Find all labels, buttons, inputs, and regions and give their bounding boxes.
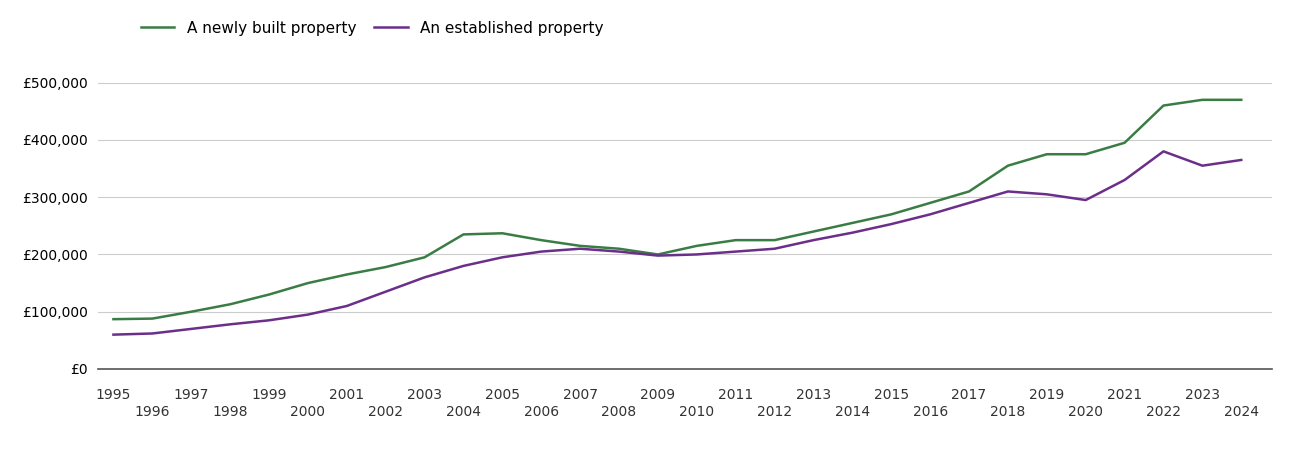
An established property — [339, 303, 355, 309]
Text: 2015: 2015 — [873, 388, 908, 402]
Text: 2006: 2006 — [523, 405, 559, 419]
An established property — [261, 318, 277, 323]
A newly built property — [145, 316, 161, 321]
Text: 2017: 2017 — [951, 388, 987, 402]
An established property — [689, 252, 705, 257]
Text: 1995: 1995 — [95, 388, 130, 402]
An established property — [923, 212, 938, 217]
A newly built property — [222, 302, 238, 307]
A newly built property — [300, 280, 316, 286]
Line: A newly built property: A newly built property — [114, 100, 1241, 319]
Text: 1999: 1999 — [252, 388, 287, 402]
An established property — [883, 221, 899, 227]
Text: 2020: 2020 — [1069, 405, 1103, 419]
An established property — [573, 246, 589, 252]
Text: 2008: 2008 — [602, 405, 637, 419]
A newly built property — [1039, 152, 1054, 157]
An established property — [767, 246, 783, 252]
Text: 2002: 2002 — [368, 405, 403, 419]
Text: 1998: 1998 — [213, 405, 248, 419]
A newly built property — [1156, 103, 1172, 108]
A newly built property — [261, 292, 277, 297]
A newly built property — [805, 229, 821, 234]
Text: 2016: 2016 — [912, 405, 947, 419]
An established property — [145, 331, 161, 336]
An established property — [650, 253, 666, 258]
An established property — [1039, 192, 1054, 197]
Text: 2021: 2021 — [1107, 388, 1142, 402]
Text: 1997: 1997 — [174, 388, 209, 402]
A newly built property — [1194, 97, 1210, 103]
An established property — [611, 249, 626, 254]
An established property — [728, 249, 744, 254]
A newly built property — [883, 212, 899, 217]
A newly built property — [534, 238, 549, 243]
A newly built property — [728, 238, 744, 243]
A newly built property — [416, 255, 432, 260]
Legend: A newly built property, An established property: A newly built property, An established p… — [141, 21, 604, 36]
A newly built property — [573, 243, 589, 248]
A newly built property — [923, 200, 938, 206]
Text: 2004: 2004 — [446, 405, 482, 419]
An established property — [222, 322, 238, 327]
A newly built property — [339, 272, 355, 277]
Text: 2014: 2014 — [835, 405, 870, 419]
A newly built property — [962, 189, 977, 194]
Text: 2001: 2001 — [329, 388, 364, 402]
Text: 2013: 2013 — [796, 388, 831, 402]
An established property — [184, 326, 200, 332]
Text: 2022: 2022 — [1146, 405, 1181, 419]
An established property — [106, 332, 121, 338]
Line: An established property: An established property — [114, 151, 1241, 335]
An established property — [1000, 189, 1015, 194]
An established property — [1194, 163, 1210, 168]
A newly built property — [689, 243, 705, 248]
A newly built property — [650, 252, 666, 257]
An established property — [844, 230, 860, 235]
An established property — [416, 274, 432, 280]
An established property — [534, 249, 549, 254]
Text: 2024: 2024 — [1224, 405, 1259, 419]
Text: 2018: 2018 — [990, 405, 1026, 419]
Text: 2005: 2005 — [485, 388, 519, 402]
An established property — [962, 200, 977, 206]
An established property — [378, 289, 394, 294]
Text: 2011: 2011 — [718, 388, 753, 402]
Text: 2012: 2012 — [757, 405, 792, 419]
A newly built property — [1078, 152, 1094, 157]
An established property — [1078, 198, 1094, 203]
A newly built property — [378, 264, 394, 270]
An established property — [1233, 157, 1249, 162]
Text: 2003: 2003 — [407, 388, 442, 402]
Text: 1996: 1996 — [134, 405, 170, 419]
Text: 2023: 2023 — [1185, 388, 1220, 402]
A newly built property — [767, 238, 783, 243]
A newly built property — [106, 316, 121, 322]
Text: 2007: 2007 — [562, 388, 598, 402]
A newly built property — [611, 246, 626, 252]
A newly built property — [1000, 163, 1015, 168]
A newly built property — [1233, 97, 1249, 103]
Text: 2019: 2019 — [1030, 388, 1065, 402]
An established property — [805, 238, 821, 243]
An established property — [1156, 148, 1172, 154]
A newly built property — [184, 309, 200, 315]
Text: 2000: 2000 — [291, 405, 325, 419]
Text: 2010: 2010 — [679, 405, 714, 419]
A newly built property — [495, 230, 510, 236]
A newly built property — [455, 232, 471, 237]
An established property — [455, 263, 471, 269]
Text: 2009: 2009 — [641, 388, 676, 402]
A newly built property — [1117, 140, 1133, 145]
An established property — [300, 312, 316, 317]
A newly built property — [844, 220, 860, 225]
An established property — [1117, 177, 1133, 183]
An established property — [495, 255, 510, 260]
